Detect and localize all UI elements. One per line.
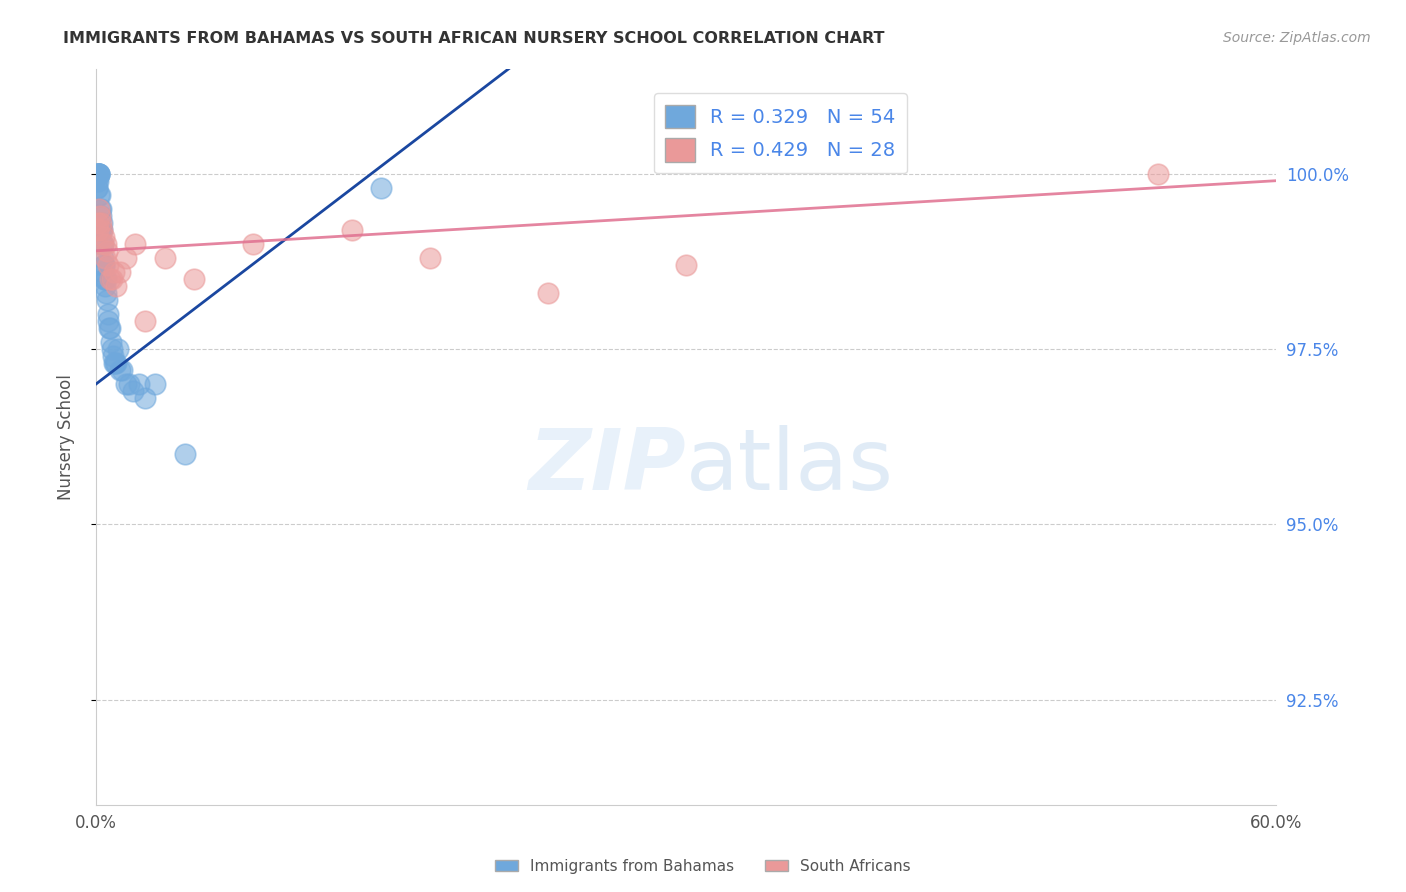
Point <box>96 285 118 300</box>
Point <box>370 180 392 194</box>
Point <box>100 272 122 286</box>
Point <box>87 216 110 230</box>
Point <box>107 342 129 356</box>
Point <box>98 321 121 335</box>
Point <box>91 251 114 265</box>
Point <box>87 167 110 181</box>
Point <box>143 377 166 392</box>
Point <box>90 209 112 223</box>
Point <box>97 307 120 321</box>
Point <box>97 258 120 272</box>
Point <box>90 216 112 230</box>
Point <box>122 384 145 398</box>
Point <box>86 180 108 194</box>
Point <box>118 377 141 392</box>
Point <box>108 363 131 377</box>
Point <box>87 167 110 181</box>
Point <box>89 202 111 216</box>
Point <box>242 236 264 251</box>
Point <box>1147 167 1170 181</box>
Point <box>104 356 127 370</box>
Point <box>93 272 115 286</box>
Point <box>110 363 132 377</box>
Point <box>86 174 108 188</box>
Point <box>90 223 112 237</box>
Point <box>100 342 122 356</box>
Point <box>86 167 108 181</box>
Point <box>173 447 195 461</box>
Point <box>96 244 118 258</box>
Point <box>100 334 122 349</box>
Point <box>340 223 363 237</box>
Point <box>103 356 125 370</box>
Point <box>114 377 136 392</box>
Y-axis label: Nursery School: Nursery School <box>58 374 75 500</box>
Point <box>103 265 125 279</box>
Point <box>90 216 112 230</box>
Point <box>104 356 127 370</box>
Point <box>87 167 110 181</box>
Point <box>94 272 117 286</box>
Point <box>124 236 146 251</box>
Point <box>91 236 114 251</box>
Point <box>89 187 111 202</box>
Point <box>419 251 441 265</box>
Point <box>87 167 110 181</box>
Point <box>97 314 120 328</box>
Legend: Immigrants from Bahamas, South Africans: Immigrants from Bahamas, South Africans <box>489 853 917 880</box>
Point <box>89 187 111 202</box>
Point <box>90 236 112 251</box>
Point <box>91 236 114 251</box>
Point <box>183 272 205 286</box>
Point <box>91 223 114 237</box>
Point <box>101 349 124 363</box>
Point <box>86 180 108 194</box>
Point <box>675 258 697 272</box>
Point <box>87 167 110 181</box>
Point <box>537 285 560 300</box>
Point <box>94 251 117 265</box>
Point <box>90 202 112 216</box>
Legend: R = 0.329   N = 54, R = 0.429   N = 28: R = 0.329 N = 54, R = 0.429 N = 28 <box>654 93 907 173</box>
Point <box>89 167 111 181</box>
Point <box>96 293 118 307</box>
Point <box>114 251 136 265</box>
Text: IMMIGRANTS FROM BAHAMAS VS SOUTH AFRICAN NURSERY SCHOOL CORRELATION CHART: IMMIGRANTS FROM BAHAMAS VS SOUTH AFRICAN… <box>63 31 884 46</box>
Point <box>93 258 115 272</box>
Point <box>94 236 117 251</box>
Point <box>98 272 121 286</box>
Point <box>108 265 131 279</box>
Point <box>89 223 111 237</box>
Point <box>104 278 127 293</box>
Point <box>128 377 150 392</box>
Point <box>87 167 110 181</box>
Point <box>90 223 112 237</box>
Point <box>87 223 110 237</box>
Text: Source: ZipAtlas.com: Source: ZipAtlas.com <box>1223 31 1371 45</box>
Point <box>153 251 176 265</box>
Point <box>93 258 115 272</box>
Point <box>134 314 156 328</box>
Text: ZIP: ZIP <box>529 425 686 508</box>
Point <box>89 209 111 223</box>
Point <box>94 278 117 293</box>
Point <box>94 272 117 286</box>
Point <box>134 391 156 405</box>
Point <box>97 321 120 335</box>
Point <box>93 229 115 244</box>
Point <box>87 202 110 216</box>
Point <box>93 265 115 279</box>
Text: atlas: atlas <box>686 425 894 508</box>
Point <box>87 174 110 188</box>
